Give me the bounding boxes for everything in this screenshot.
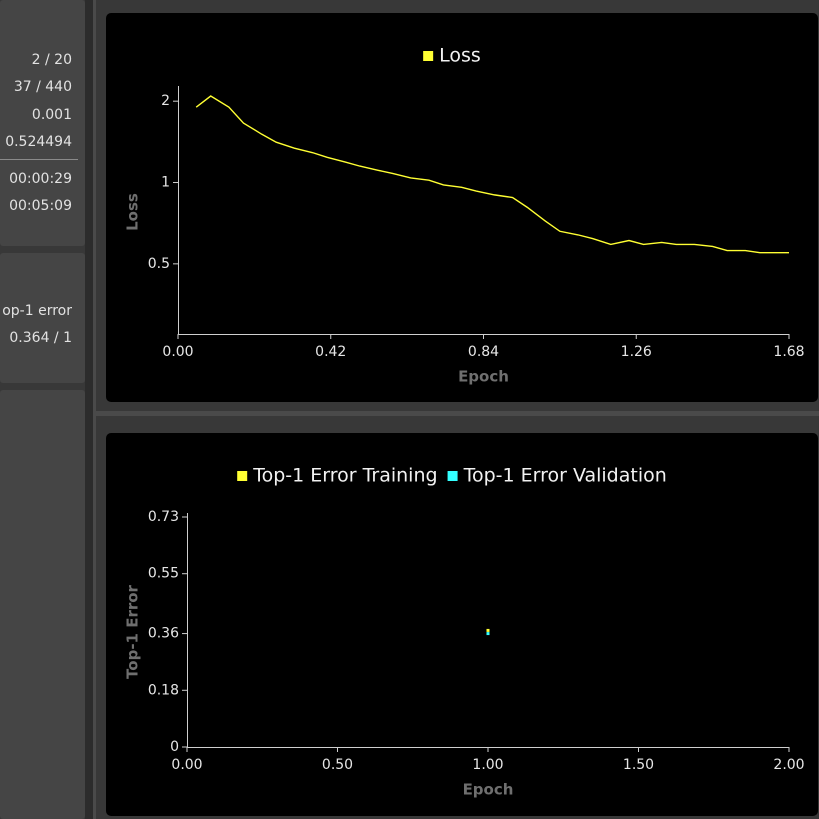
x-tick-label: 1.68 bbox=[773, 344, 804, 360]
chart-panel bbox=[106, 433, 818, 816]
epoch-value: 2 / 20 bbox=[32, 52, 72, 68]
batch-value: 37 / 440 bbox=[14, 79, 72, 95]
legend-label: Top-1 Error Validation bbox=[463, 465, 667, 487]
metric-value: 0.364 / 1 bbox=[9, 330, 72, 346]
legend-swatch bbox=[447, 471, 458, 481]
lr-value: 0.001 bbox=[32, 107, 72, 123]
x-tick-label: 2.00 bbox=[773, 757, 804, 773]
legend-swatch bbox=[237, 471, 248, 481]
x-tick-label: 1.50 bbox=[623, 757, 654, 773]
x-tick-label: 0.50 bbox=[322, 757, 353, 773]
y-tick-label: 0.55 bbox=[148, 566, 179, 582]
x-tick-label: 0.84 bbox=[468, 344, 499, 360]
legend-swatch bbox=[423, 51, 434, 61]
chart-panel bbox=[106, 13, 818, 402]
x-tick-label: 1.26 bbox=[621, 344, 652, 360]
point bbox=[486, 628, 490, 632]
loss-value: 0.524494 bbox=[5, 134, 72, 150]
x-axis-title: Epoch bbox=[458, 368, 509, 386]
y-tick-label: 2 bbox=[161, 93, 170, 109]
loss-line bbox=[195, 95, 789, 254]
point bbox=[486, 632, 490, 636]
y-tick-label: 0.18 bbox=[148, 682, 179, 698]
x-tick-label: 0.42 bbox=[315, 344, 346, 360]
x-tick-label: 1.00 bbox=[472, 757, 503, 773]
legend-label: Top-1 Error Training bbox=[252, 465, 437, 487]
metric-label: op-1 error bbox=[2, 303, 72, 319]
splitter-edge bbox=[93, 0, 96, 819]
y-axis-title: Loss bbox=[124, 193, 142, 231]
x-axis-title: Epoch bbox=[463, 781, 514, 799]
elapsed-time: 00:00:29 bbox=[9, 171, 72, 187]
remaining-time: 00:05:09 bbox=[9, 198, 72, 214]
empty-panel bbox=[0, 390, 85, 819]
x-tick-label: 0.00 bbox=[162, 344, 193, 360]
y-tick-label: 0.5 bbox=[148, 256, 170, 272]
x-tick-label: 0.00 bbox=[171, 757, 202, 773]
y-tick-label: 1 bbox=[161, 175, 170, 191]
metric-panel bbox=[0, 253, 85, 383]
y-tick-label: 0.36 bbox=[148, 626, 179, 642]
h-splitter bbox=[96, 411, 819, 416]
splitter bbox=[85, 0, 93, 819]
y-tick-label: 0.73 bbox=[148, 509, 179, 525]
y-axis-title: Top-1 Error bbox=[124, 584, 142, 679]
legend-label: Loss bbox=[439, 45, 481, 67]
y-tick-label: 0 bbox=[170, 739, 179, 755]
stats-panel bbox=[0, 0, 85, 246]
